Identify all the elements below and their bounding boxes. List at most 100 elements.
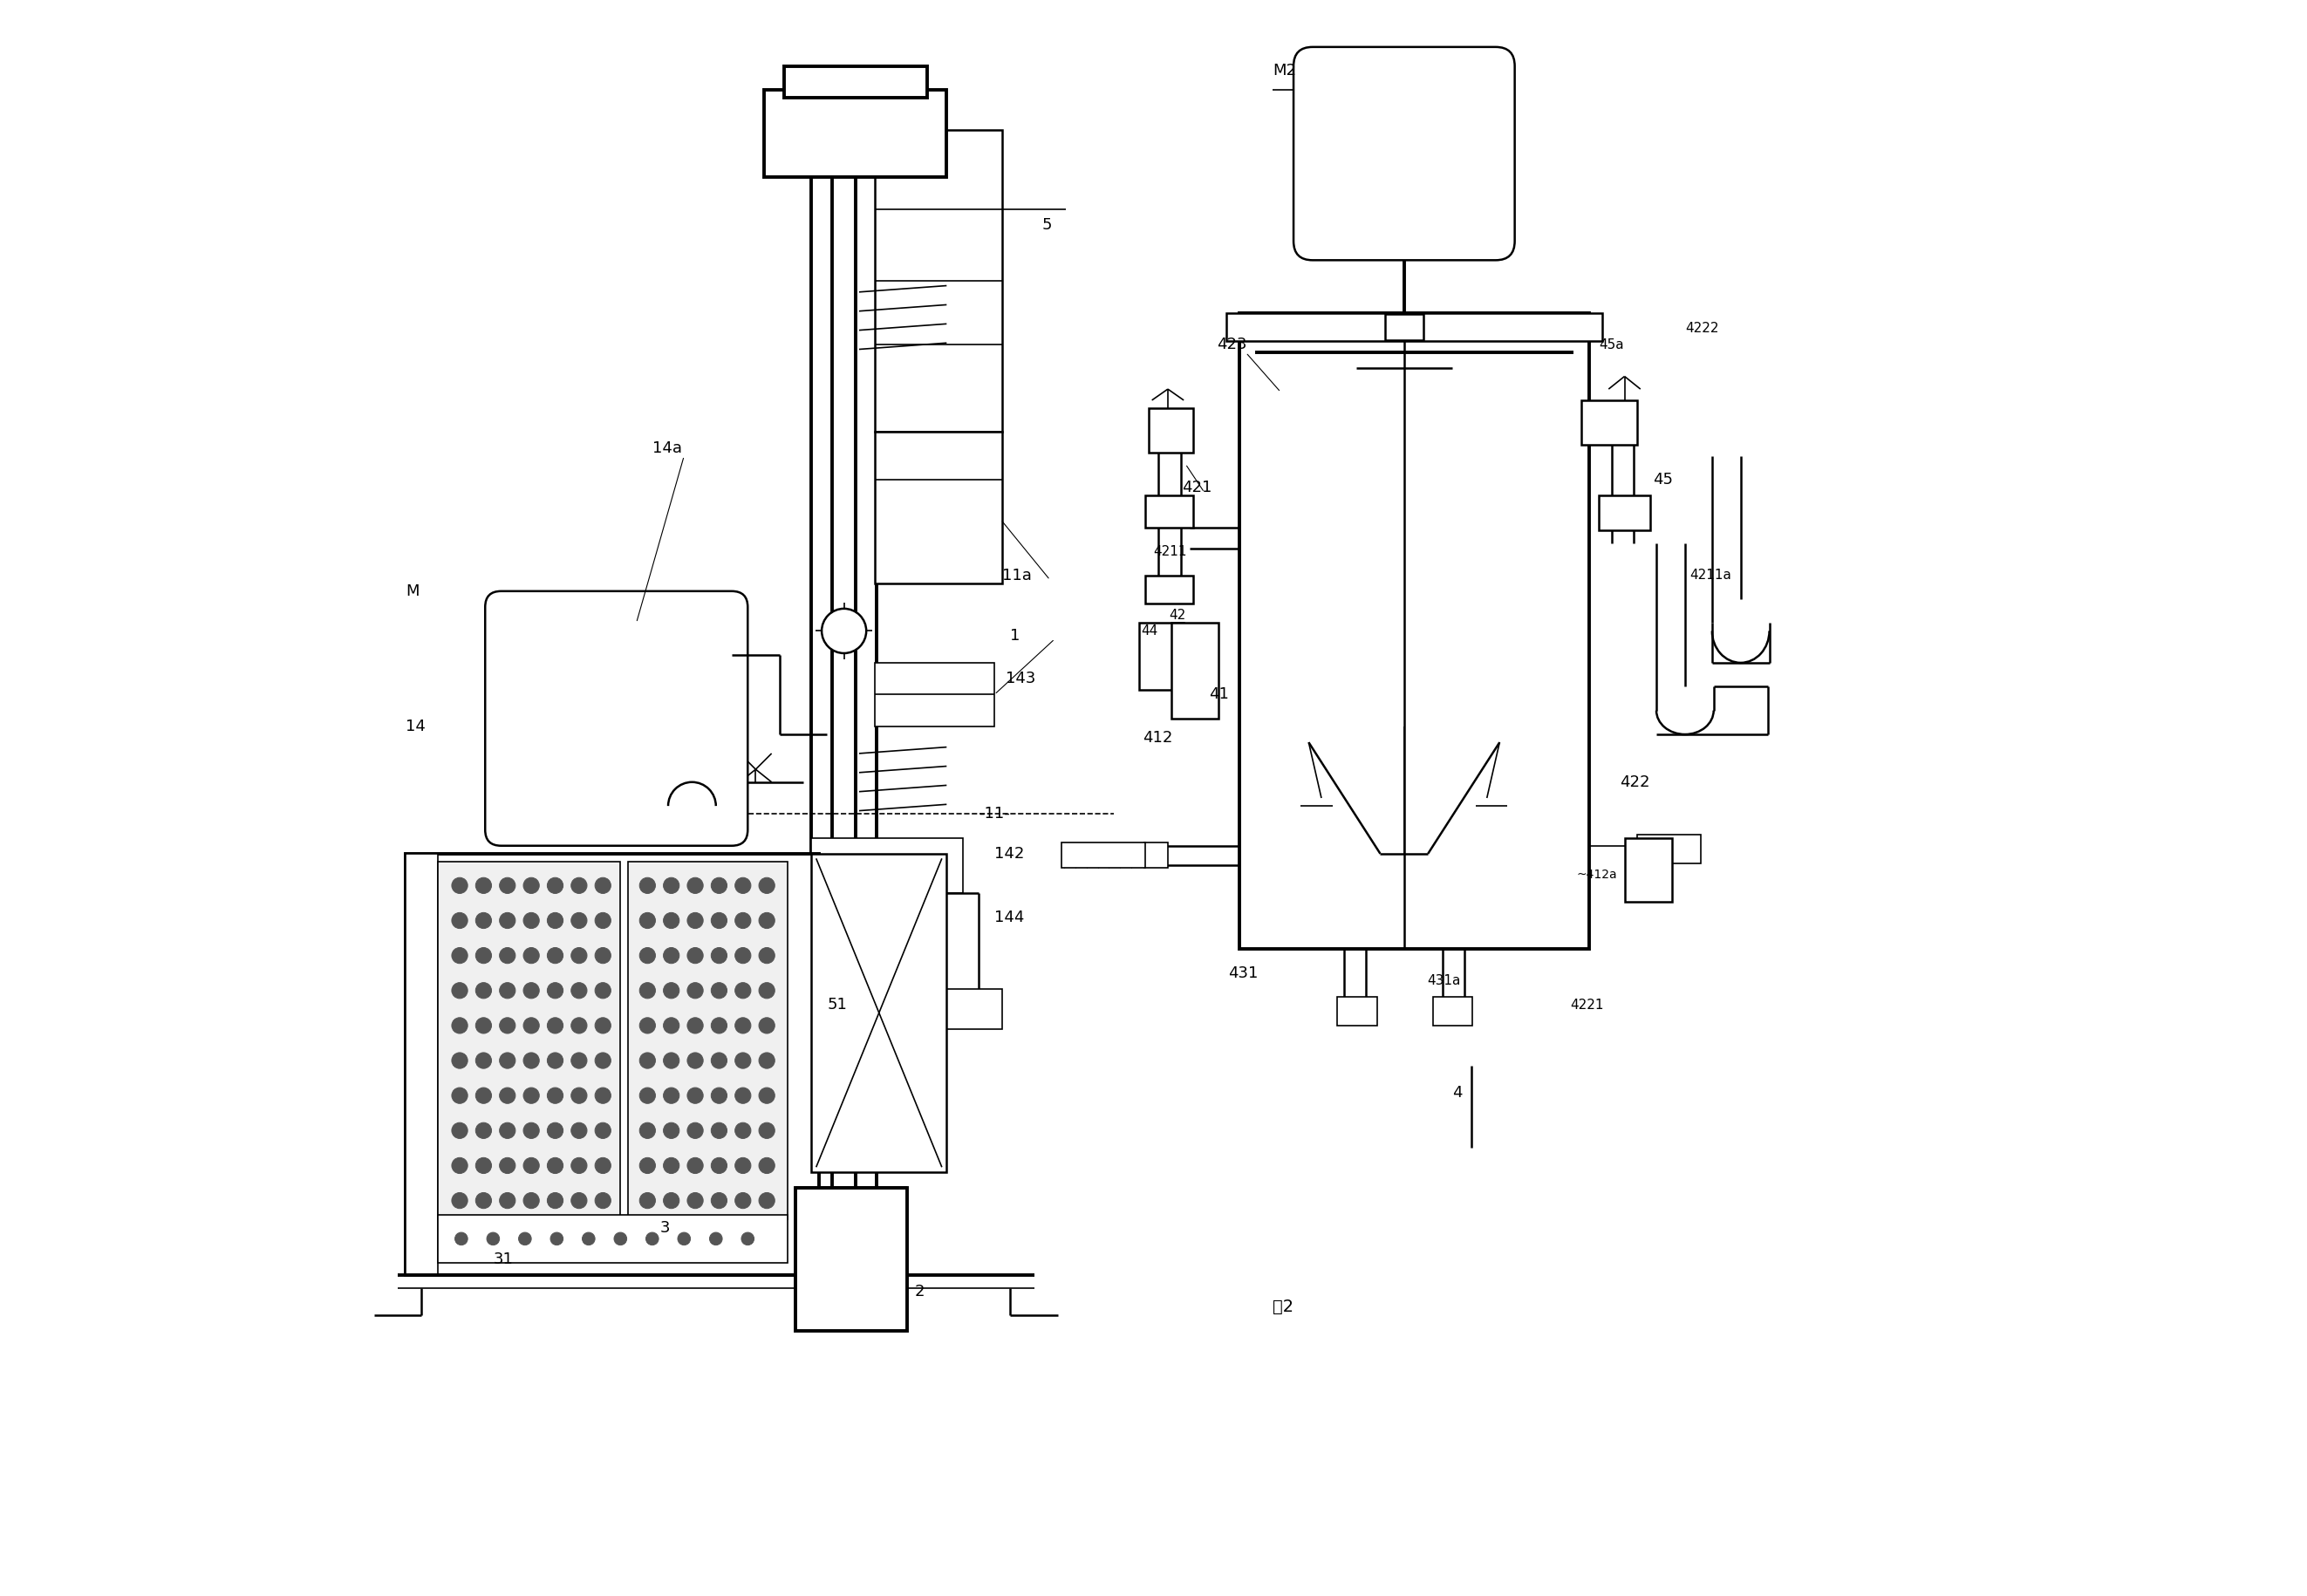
Circle shape — [595, 1018, 611, 1034]
Circle shape — [664, 1157, 678, 1173]
Circle shape — [639, 1018, 655, 1034]
Circle shape — [595, 913, 611, 929]
Circle shape — [639, 878, 655, 894]
Text: 42: 42 — [1170, 608, 1186, 621]
Circle shape — [547, 1087, 563, 1103]
Circle shape — [452, 913, 468, 929]
Circle shape — [551, 1232, 563, 1245]
Text: 44: 44 — [1140, 624, 1158, 637]
Circle shape — [759, 1192, 775, 1208]
Bar — [1239, 313, 1590, 950]
Circle shape — [711, 1192, 727, 1208]
Text: 421: 421 — [1181, 480, 1211, 496]
Circle shape — [475, 1087, 491, 1103]
Circle shape — [687, 1087, 704, 1103]
Circle shape — [475, 1157, 491, 1173]
Circle shape — [711, 913, 727, 929]
Text: 31: 31 — [494, 1251, 512, 1267]
Circle shape — [595, 1192, 611, 1208]
Circle shape — [741, 1232, 754, 1245]
Circle shape — [501, 1157, 514, 1173]
Bar — [784, 65, 927, 97]
Circle shape — [759, 983, 775, 999]
Circle shape — [595, 1122, 611, 1138]
Text: 11a: 11a — [1001, 568, 1031, 583]
Circle shape — [595, 1157, 611, 1173]
Circle shape — [759, 878, 775, 894]
Circle shape — [664, 948, 678, 964]
Circle shape — [524, 1018, 540, 1034]
Circle shape — [547, 983, 563, 999]
Circle shape — [524, 878, 540, 894]
Circle shape — [646, 1232, 657, 1245]
Circle shape — [524, 1087, 540, 1103]
Circle shape — [736, 1157, 750, 1173]
Circle shape — [759, 1053, 775, 1068]
Bar — [406, 854, 438, 1275]
Circle shape — [501, 878, 514, 894]
Circle shape — [524, 1157, 540, 1173]
Circle shape — [736, 1018, 750, 1034]
Bar — [1638, 835, 1700, 863]
Circle shape — [501, 983, 514, 999]
Circle shape — [475, 1018, 491, 1034]
Circle shape — [687, 1053, 704, 1068]
Circle shape — [501, 948, 514, 964]
Circle shape — [452, 878, 468, 894]
Circle shape — [572, 878, 586, 894]
Circle shape — [524, 1192, 540, 1208]
Text: 144: 144 — [994, 910, 1024, 926]
Circle shape — [572, 1122, 586, 1138]
Circle shape — [639, 1053, 655, 1068]
Bar — [1583, 401, 1638, 445]
Circle shape — [759, 1157, 775, 1173]
Circle shape — [687, 1192, 704, 1208]
Circle shape — [524, 983, 540, 999]
Circle shape — [759, 1087, 775, 1103]
Circle shape — [524, 1122, 540, 1138]
Bar — [1147, 496, 1193, 528]
Circle shape — [664, 1192, 678, 1208]
Circle shape — [572, 1157, 586, 1173]
Circle shape — [547, 1157, 563, 1173]
Text: 45: 45 — [1654, 472, 1673, 488]
Bar — [764, 89, 946, 177]
Circle shape — [736, 948, 750, 964]
Text: 142: 142 — [994, 846, 1024, 862]
Circle shape — [475, 1192, 491, 1208]
Bar — [812, 854, 946, 1171]
Circle shape — [687, 948, 704, 964]
Text: 3: 3 — [660, 1219, 671, 1235]
Circle shape — [519, 1232, 531, 1245]
Text: 4222: 4222 — [1684, 322, 1719, 335]
Circle shape — [759, 913, 775, 929]
Circle shape — [524, 913, 540, 929]
Bar — [946, 990, 1001, 1029]
Circle shape — [547, 1053, 563, 1068]
Circle shape — [487, 1232, 501, 1245]
Circle shape — [687, 913, 704, 929]
Circle shape — [595, 1087, 611, 1103]
Circle shape — [452, 1192, 468, 1208]
Circle shape — [711, 948, 727, 964]
Circle shape — [736, 878, 750, 894]
Circle shape — [572, 983, 586, 999]
Circle shape — [639, 913, 655, 929]
Circle shape — [501, 1122, 514, 1138]
Bar — [812, 838, 962, 894]
Circle shape — [595, 948, 611, 964]
Circle shape — [501, 913, 514, 929]
Bar — [874, 129, 1001, 433]
Circle shape — [501, 1053, 514, 1068]
Circle shape — [595, 1053, 611, 1068]
Circle shape — [452, 1053, 468, 1068]
Bar — [438, 1215, 787, 1262]
Circle shape — [759, 1122, 775, 1138]
Circle shape — [736, 983, 750, 999]
Text: 图2: 图2 — [1273, 1299, 1294, 1315]
Text: M2: M2 — [1273, 62, 1297, 78]
Circle shape — [664, 1087, 678, 1103]
Circle shape — [736, 913, 750, 929]
Circle shape — [501, 1018, 514, 1034]
Bar — [406, 854, 819, 1275]
